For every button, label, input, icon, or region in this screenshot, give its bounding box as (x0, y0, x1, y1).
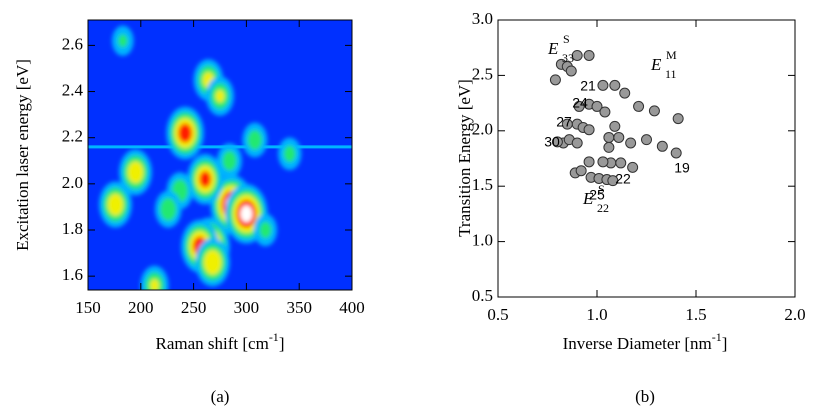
annotation: E (650, 55, 662, 74)
y-tick-label: 0.5 (472, 286, 493, 305)
spot (160, 197, 177, 221)
x-axis-label: Inverse Diameter [nm-1] (563, 330, 728, 353)
caption: (a) (211, 387, 230, 406)
annotation: E (582, 189, 594, 208)
x-axis-label-end: ] (279, 334, 285, 353)
annotation: 27 (556, 114, 572, 130)
spots (99, 25, 302, 290)
plot-frame (497, 19, 796, 298)
point (648, 105, 660, 117)
annotation-sup: M (666, 48, 677, 62)
y-tick-label: 2.0 (62, 173, 83, 192)
heatmap (88, 20, 352, 290)
plot-frame (87, 19, 353, 291)
spot (215, 89, 225, 103)
spot (240, 205, 253, 223)
y-axis-label: Excitation laser energy [eV] (13, 59, 32, 251)
point (670, 147, 682, 159)
point (619, 87, 631, 99)
x-tick-label: 300 (234, 298, 260, 317)
y-tick-label: 1.5 (472, 175, 493, 194)
point (597, 79, 609, 91)
spot (222, 150, 237, 171)
annotation-sub: 22 (597, 201, 609, 215)
annotation-sup: S (598, 182, 605, 196)
point (583, 156, 595, 168)
point (575, 165, 587, 177)
y-tick-label: 3.0 (472, 9, 493, 28)
spot (259, 221, 272, 239)
annotation-sub: 11 (665, 67, 677, 81)
point (625, 137, 637, 149)
x-tick-label: 0.5 (487, 305, 508, 324)
annotation: E (547, 39, 559, 58)
y-axis-label: Transition Energy [eV] (455, 79, 474, 237)
x-axis-label: Raman shift [cm-1] (156, 330, 285, 353)
point (571, 137, 583, 149)
point (565, 65, 577, 77)
annotation: 30 (544, 134, 560, 150)
point (615, 157, 627, 169)
point (672, 113, 684, 125)
y-tick-label: 1.0 (472, 231, 493, 250)
x-axis-label-text: Raman shift [cm (156, 334, 269, 353)
x-tick-label: 400 (339, 298, 365, 317)
spot (150, 279, 160, 290)
point (609, 79, 621, 91)
x-tick-label: 1.5 (685, 305, 706, 324)
spot (118, 34, 128, 48)
spot (283, 145, 296, 163)
point (583, 49, 595, 61)
point (551, 136, 563, 148)
point (607, 175, 619, 187)
point (633, 100, 645, 112)
annotation: 25 (589, 187, 605, 203)
x-axis-label-text: Inverse Diameter [nm (563, 334, 712, 353)
spot (247, 130, 262, 150)
point (597, 156, 609, 168)
y-tick-label: 2.4 (62, 80, 84, 99)
annotation: 19 (674, 160, 690, 176)
y-tick-label: 1.8 (62, 219, 83, 238)
point (641, 134, 652, 146)
annotation-sub: 33 (562, 51, 574, 65)
point (583, 124, 595, 136)
annotation: 21 (580, 78, 596, 94)
x-tick-label: 200 (128, 298, 154, 317)
x-axis-label-end: ] (722, 334, 728, 353)
y-tick-label: 2.5 (472, 64, 493, 83)
x-tick-label: 250 (181, 298, 207, 317)
spot (107, 193, 124, 216)
spot (178, 123, 192, 143)
annotation: 22 (615, 171, 631, 187)
caption: (b) (635, 387, 655, 406)
x-axis-label-sup: -1 (269, 330, 279, 344)
point (613, 131, 625, 143)
point (591, 100, 603, 112)
point (603, 131, 615, 143)
spot (127, 161, 144, 184)
spot (203, 249, 222, 275)
point (561, 118, 573, 130)
y-tick-label: 1.6 (62, 265, 83, 284)
x-axis-label-sup: -1 (712, 330, 722, 344)
x-tick-label: 350 (286, 298, 312, 317)
point (627, 161, 639, 173)
point (549, 74, 561, 86)
y-tick-label: 2.2 (62, 127, 83, 146)
point (609, 120, 621, 132)
point (603, 141, 615, 153)
annotation-sup: S (563, 32, 570, 46)
x-tick-label: 1.0 (586, 305, 607, 324)
point (571, 49, 583, 61)
point (599, 106, 611, 118)
x-tick-label: 2.0 (784, 305, 805, 324)
y-tick-label: 2.6 (62, 34, 83, 53)
annotation: 24 (572, 95, 588, 111)
y-tick-label: 2.0 (472, 120, 493, 139)
x-tick-label: 150 (75, 298, 101, 317)
point (656, 140, 668, 152)
spot (199, 171, 211, 188)
